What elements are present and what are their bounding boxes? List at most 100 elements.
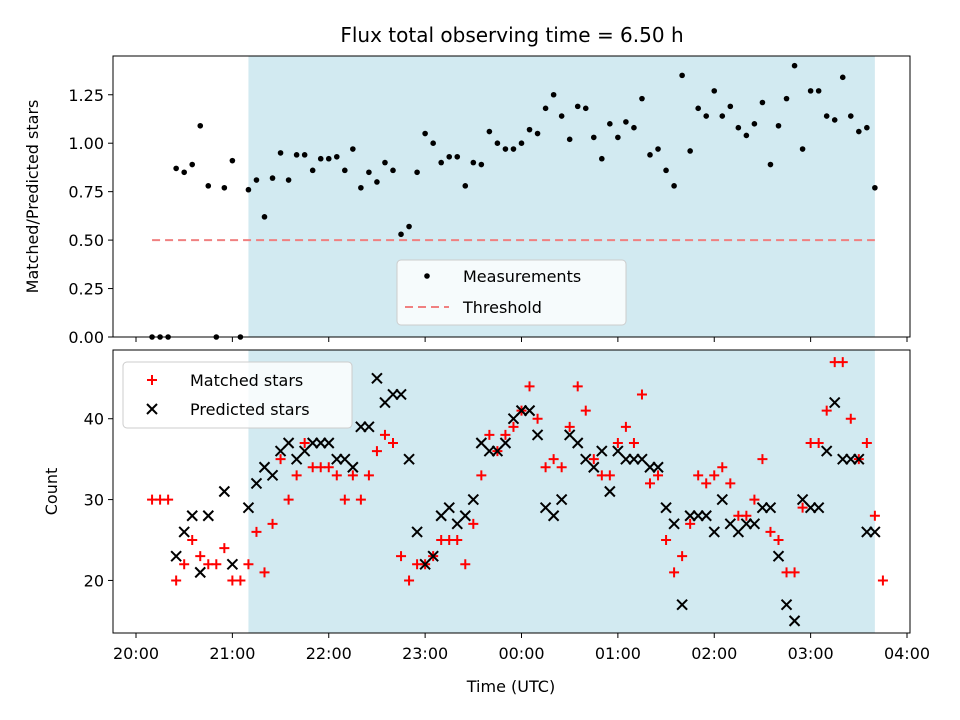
measurement-point — [703, 113, 710, 119]
measurement-point — [759, 99, 766, 106]
legend-measurements-marker — [424, 273, 430, 279]
matched-stars-point — [259, 567, 270, 578]
measurement-point — [847, 113, 854, 119]
matched-stars-point — [701, 478, 712, 489]
predicted-stars-point — [443, 501, 455, 514]
measurement-point — [815, 88, 822, 94]
measurement-point — [510, 146, 517, 152]
matched-stars-point — [645, 478, 655, 489]
matched-stars-point — [211, 559, 222, 570]
matched-stars-point — [540, 462, 551, 473]
measurement-point — [269, 175, 276, 181]
matched-stars-point — [813, 437, 824, 448]
y-tick-label: 1.25 — [68, 86, 104, 105]
legend-box — [396, 259, 627, 326]
predicted-stars-point — [596, 445, 608, 457]
matched-stars-point — [347, 470, 358, 481]
predicted-stars-point — [242, 501, 255, 514]
matched-stars-point — [797, 502, 808, 513]
measurement-point — [518, 140, 525, 147]
predicted-stars-point — [178, 526, 190, 538]
matched-stars-point — [556, 462, 567, 473]
measurement-point — [454, 153, 461, 160]
y-axis-label: Count — [42, 468, 61, 516]
observing-span — [248, 350, 875, 633]
predicted-stars-point — [266, 469, 279, 482]
measurement-point — [607, 121, 613, 127]
matched-stars-point — [195, 551, 206, 562]
measurement-point — [438, 159, 444, 166]
measurement-point — [398, 231, 404, 238]
matched-stars-point — [588, 454, 599, 465]
count-panel: 20 30 40 20:00 21:00 22:00 23:00 00:00 01:00 02:0… — [42, 349, 930, 696]
x-axis-label: Time (UTC) — [466, 677, 555, 696]
measurement-point — [783, 95, 790, 102]
measurement-point — [189, 161, 196, 168]
predicted-stars-point — [371, 372, 383, 385]
predicted-stars-point — [572, 437, 584, 449]
y-tick-label: 0.25 — [68, 280, 104, 299]
matched-stars-point — [628, 437, 639, 448]
predicted-stars-point — [363, 421, 375, 433]
predicted-stars-point — [218, 485, 231, 498]
measurement-point — [566, 136, 573, 143]
measurement-point — [406, 223, 412, 230]
matched-stars-point — [171, 575, 182, 586]
matched-stars-point — [749, 494, 760, 505]
measurement-point — [277, 150, 284, 156]
matched-stars-point — [460, 559, 471, 570]
matched-stars-point — [291, 470, 302, 481]
x-tick-label: 20:00 — [113, 644, 159, 663]
matched-stars-point — [757, 454, 768, 465]
matched-stars-point — [869, 510, 880, 521]
predicted-stars-point — [604, 485, 616, 498]
measurement-point — [205, 183, 212, 189]
measurement-point — [743, 132, 750, 139]
predicted-stars-point — [170, 550, 182, 562]
measurement-point — [767, 161, 774, 168]
measurement-point — [317, 155, 324, 162]
legend-predicted-label: Predicted stars — [190, 400, 310, 419]
measurement-point — [446, 153, 453, 160]
matched-stars-point — [765, 526, 776, 537]
legend-matched-marker — [147, 375, 157, 385]
measurement-point — [342, 167, 348, 174]
measurement-point — [470, 159, 477, 166]
measurement-point — [639, 95, 645, 102]
measurement-point — [831, 117, 838, 123]
measurement-point — [711, 88, 718, 94]
matched-stars-point — [371, 446, 382, 457]
measurement-point — [823, 113, 830, 119]
measurement-point — [599, 155, 605, 162]
measurement-point — [301, 152, 308, 158]
measurement-point — [229, 157, 236, 164]
measurement-point — [486, 128, 493, 135]
matched-stars-point — [388, 437, 398, 448]
matched-stars-point — [845, 413, 856, 424]
predicted-stars-point — [226, 558, 239, 570]
predicted-stars-point — [523, 404, 536, 417]
matched-stars-point — [564, 421, 575, 432]
matched-stars-point — [572, 381, 583, 392]
matched-stars-point — [693, 470, 704, 481]
measurement-point — [751, 121, 758, 127]
matched-stars-point — [355, 494, 366, 505]
measurement-point — [872, 184, 878, 191]
measurement-point — [582, 105, 589, 112]
y-tick-label: 30 — [84, 491, 104, 510]
predicted-stars-point — [820, 445, 833, 457]
measurement-point — [478, 161, 485, 168]
predicted-stars-point — [555, 493, 568, 506]
matched-stars-point — [187, 535, 198, 546]
predicted-stars-point — [788, 615, 801, 627]
predicted-stars-point — [531, 429, 544, 441]
predicted-stars-point — [403, 453, 415, 465]
matched-stars-point — [267, 518, 278, 529]
x-tick-label: 23:00 — [402, 644, 448, 663]
x-tick-label: 01:00 — [595, 644, 641, 663]
y-tick-label: 20 — [84, 571, 104, 590]
x-tick-label: 22:00 — [306, 644, 352, 663]
matched-stars-point — [379, 429, 390, 440]
matched-stars-point — [636, 389, 647, 400]
